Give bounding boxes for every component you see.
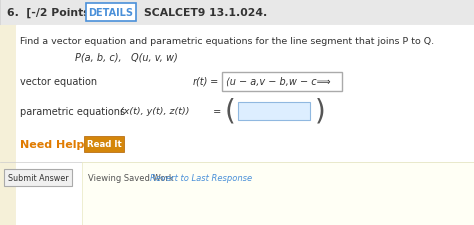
Bar — [238, 103, 310, 120]
Text: Viewing Saved Work: Viewing Saved Work — [88, 173, 176, 182]
Text: Submit Answer: Submit Answer — [8, 173, 68, 182]
Text: P(a, b, c),   Q(u, v, w): P(a, b, c), Q(u, v, w) — [75, 52, 178, 62]
Bar — [4, 169, 72, 186]
Text: Find a vector equation and parametric equations for the line segment that joins : Find a vector equation and parametric eq… — [20, 37, 434, 46]
Text: vector equation: vector equation — [20, 77, 97, 87]
Text: r(t): r(t) — [193, 77, 209, 87]
Text: Need Help?: Need Help? — [20, 139, 91, 149]
Bar — [84, 136, 124, 152]
Bar — [0, 0, 474, 26]
Text: ⟨u − a,v − b,w − c⟹: ⟨u − a,v − b,w − c⟹ — [226, 77, 331, 87]
Text: Revert to Last Response: Revert to Last Response — [150, 173, 252, 182]
Text: (x(t), y(t), z(t)): (x(t), y(t), z(t)) — [120, 107, 190, 116]
Text: (: ( — [225, 98, 236, 126]
Text: parametric equations: parametric equations — [20, 106, 125, 117]
Bar — [16, 26, 474, 225]
Bar — [86, 4, 136, 22]
Text: 6.  [-/2 Points]: 6. [-/2 Points] — [7, 8, 94, 18]
Bar — [0, 26, 16, 225]
Text: ): ) — [315, 98, 326, 126]
Bar — [222, 73, 342, 92]
Text: SCALCET9 13.1.024.: SCALCET9 13.1.024. — [144, 8, 267, 18]
Text: DETAILS: DETAILS — [89, 8, 134, 18]
Bar — [82, 162, 474, 225]
Text: =: = — [207, 77, 221, 87]
Text: Read It: Read It — [87, 140, 121, 149]
Text: =: = — [210, 106, 224, 117]
